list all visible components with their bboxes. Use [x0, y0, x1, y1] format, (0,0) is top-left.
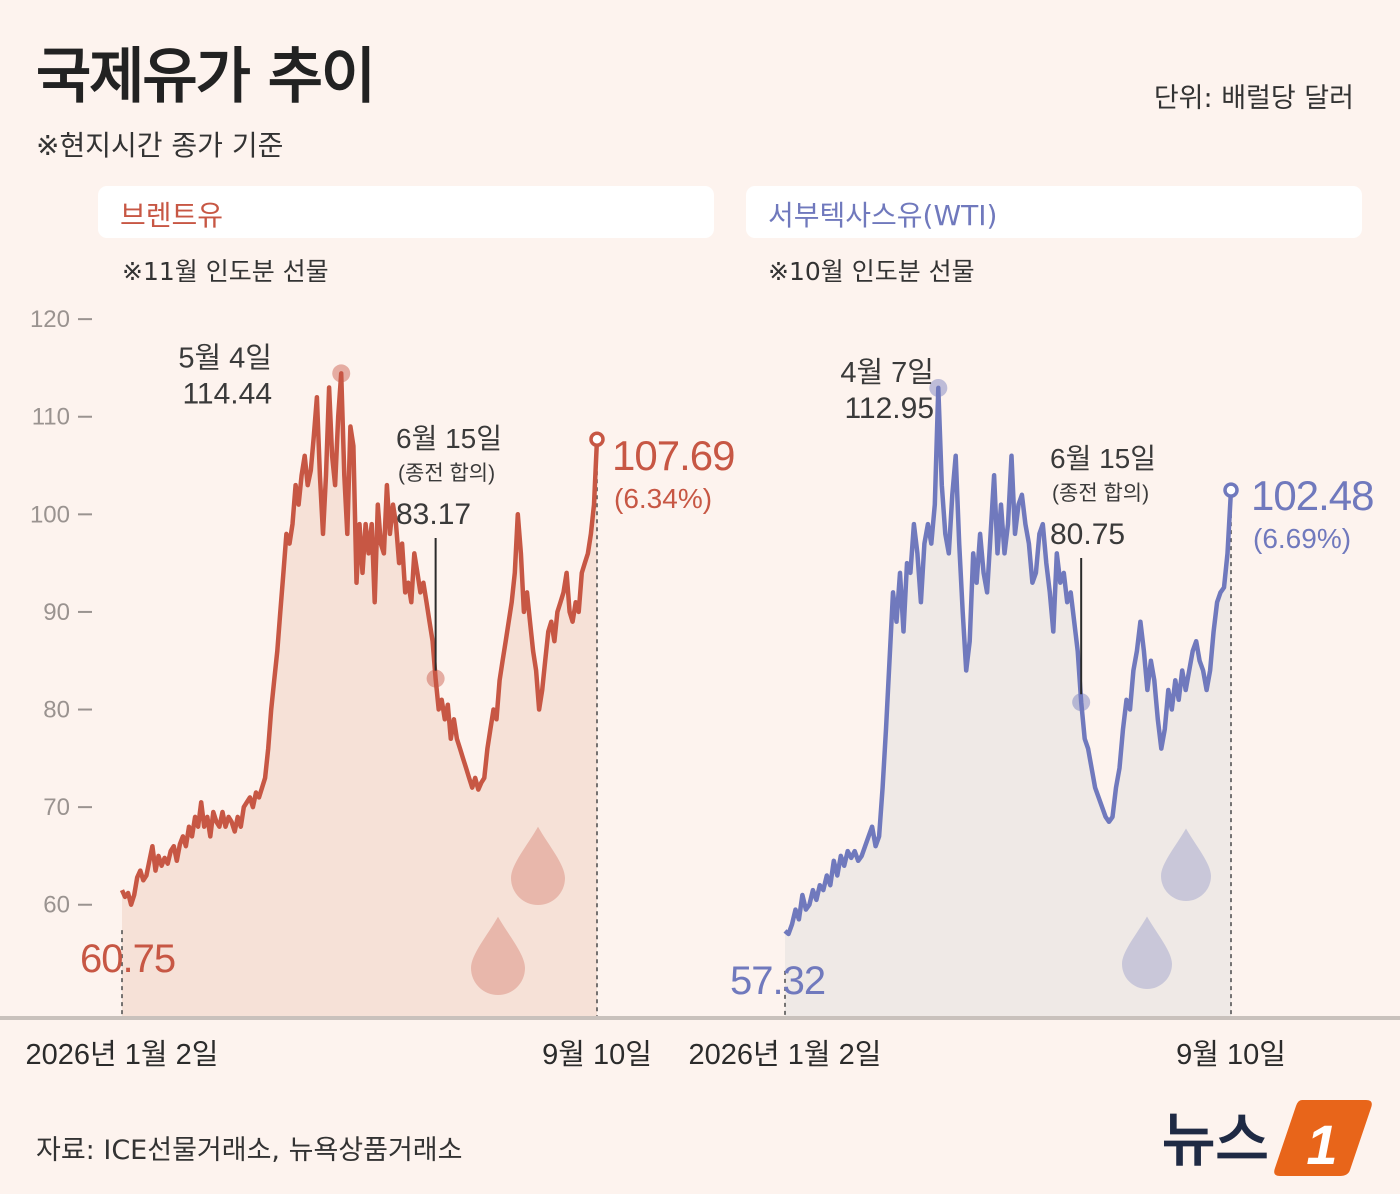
page-subtitle: ※현지시간 종가 기준	[36, 129, 284, 162]
news1-logo: 뉴스 1	[1162, 1100, 1372, 1176]
brent-event-note: (종전 합의)	[398, 462, 495, 485]
y-tick-label: 110	[32, 404, 70, 431]
brent-event-date: 6월 15일	[396, 423, 502, 454]
y-tick-label: 80	[43, 697, 70, 724]
y-tick-label: 100	[30, 501, 70, 528]
wti-price-line	[783, 385, 1234, 937]
brent-start-value: 60.75	[80, 937, 175, 981]
y-tick-label: 60	[43, 892, 70, 919]
brent-x-label: 2026년 1월 2일	[26, 1038, 219, 1071]
wti-contract-note: ※10월 인도분 선물	[768, 257, 975, 286]
oil-drop-icon	[511, 826, 565, 905]
wti-x-label: 2026년 1월 2일	[689, 1038, 882, 1071]
wti-annotation-marker	[1072, 693, 1091, 712]
logo-mark-text: 1	[1306, 1113, 1337, 1176]
brent-end-value: 107.69	[612, 432, 734, 479]
brent-peak-value: 114.44	[182, 377, 272, 410]
wti-x-label: 9월 10일	[1176, 1038, 1286, 1071]
unit-label: 단위: 배럴당 달러	[1153, 83, 1354, 114]
logo-text: 뉴스	[1162, 1108, 1269, 1173]
brent-annotation-marker	[332, 364, 351, 383]
page-title: 국제유가 추이	[36, 42, 376, 112]
brent-event-value: 83.17	[396, 498, 471, 531]
logo-mark-shape	[1274, 1100, 1372, 1176]
wti-panel-label: 서부텍사스유(WTI)	[768, 199, 998, 232]
y-tick-label: 120	[30, 306, 70, 333]
brent-end-marker	[589, 431, 605, 448]
wti-end-value: 102.48	[1251, 472, 1373, 519]
oil-drop-icon	[471, 916, 525, 995]
brent-end-change: (6.34%)	[614, 483, 712, 514]
wti-annotation-marker	[929, 378, 948, 397]
brent-annotation-marker	[426, 669, 445, 688]
brent-price-line	[119, 371, 600, 907]
brent-area-fill	[122, 373, 597, 1016]
wti-event-value: 80.75	[1050, 518, 1125, 551]
y-tick-label: 90	[43, 599, 70, 626]
brent-contract-note: ※11월 인도분 선물	[122, 257, 329, 286]
wti-end-marker	[1223, 482, 1239, 498]
wti-start-value: 57.32	[730, 959, 825, 1003]
brent-panel-header: 브렌트유	[98, 186, 714, 238]
wti-end-change: (6.69%)	[1253, 523, 1351, 554]
brent-chart: 60 70 80 90 100 110 120 60.75 107.69 (6.34%) 5월 4일…	[26, 306, 736, 1071]
wti-panel-header: 서부텍사스유(WTI)	[746, 186, 1362, 238]
brent-panel-label: 브렌트유	[120, 199, 224, 232]
wti-area-fill	[785, 387, 1231, 1016]
y-tick-label: 70	[43, 794, 70, 821]
wti-peak-value: 112.95	[844, 392, 934, 425]
wti-event-note: (종전 합의)	[1052, 482, 1149, 505]
brent-x-label: 9월 10일	[542, 1038, 652, 1071]
wti-peak-date: 4월 7일	[840, 356, 934, 389]
brent-peak-date: 5월 4일	[178, 341, 272, 374]
source-note: 자료: ICE선물거래소, 뉴욕상품거래소	[36, 1135, 463, 1166]
oil-drop-icon	[1122, 916, 1172, 989]
oil-drop-icon	[1161, 828, 1211, 901]
wti-event-date: 6월 15일	[1050, 443, 1156, 474]
